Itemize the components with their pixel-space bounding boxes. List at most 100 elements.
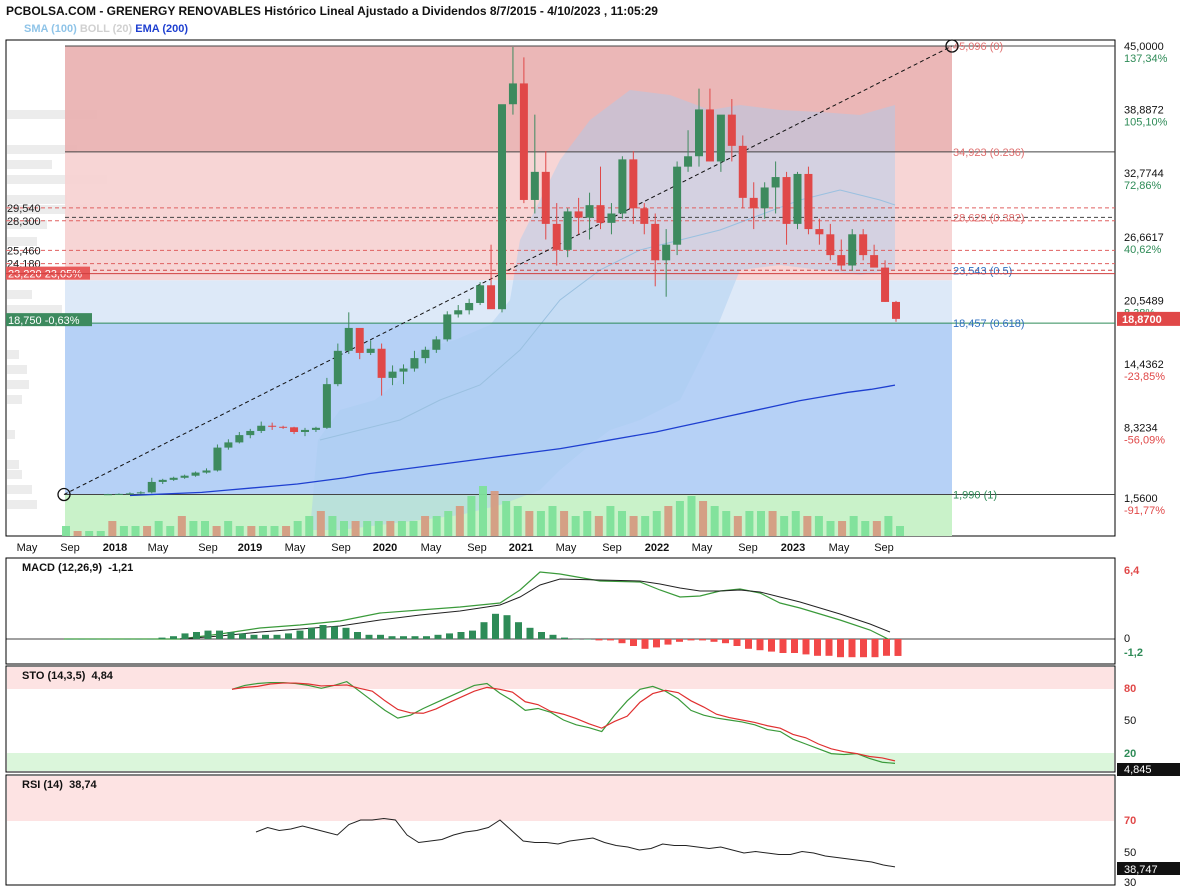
volume-bar — [363, 521, 372, 536]
macd-histogram-bar — [158, 637, 166, 639]
bollinger-band — [310, 90, 895, 530]
candle-body — [377, 348, 386, 378]
candle-body — [618, 159, 627, 214]
volume-bar — [838, 521, 847, 536]
macd-histogram-bar — [331, 626, 338, 639]
volume-bar — [166, 526, 175, 536]
candle-body — [793, 173, 802, 224]
volume-bar — [432, 516, 441, 536]
candle-body — [651, 223, 660, 261]
x-axis-label: 2022 — [645, 542, 669, 554]
sma-line — [319, 189, 896, 441]
candle-body — [432, 339, 441, 350]
volume-bar — [328, 516, 337, 536]
candle-body — [552, 223, 561, 250]
rsi-current-badge — [1117, 862, 1180, 875]
volume-bar — [177, 516, 186, 536]
candle-body — [881, 267, 890, 302]
candle-body — [158, 479, 167, 482]
level-label: 28,300 — [7, 216, 41, 228]
x-axis-label: May — [556, 542, 577, 554]
volume-bar — [143, 526, 152, 536]
macd-histogram-bar — [549, 634, 557, 639]
sma-legend[interactable]: SMA (100) — [24, 23, 77, 35]
volume-profile-bar — [7, 485, 32, 494]
macd-histogram-bar — [423, 636, 430, 639]
macd-histogram-bar — [526, 627, 534, 639]
candle-body — [541, 171, 550, 224]
volume-profile-bar — [7, 237, 37, 246]
candle-body — [629, 159, 638, 209]
level-label: 25,460 — [7, 245, 41, 257]
fib-label: 1,990 (1) — [953, 490, 997, 502]
volume-bar — [96, 531, 105, 536]
macd-histogram-bar — [262, 634, 269, 639]
volume-profile-bar — [7, 430, 15, 439]
x-axis-label: May — [148, 542, 169, 554]
candle-body — [136, 492, 145, 494]
candle-body — [848, 234, 857, 266]
fib-label: 45,096 (0) — [953, 41, 1003, 53]
volume-bar — [814, 516, 823, 536]
macd-histogram-bar — [595, 639, 603, 641]
macd-histogram-bar — [411, 636, 419, 639]
macd-histogram-bar — [871, 639, 879, 658]
volume-bar — [421, 516, 430, 536]
volume-profile-bar — [7, 350, 19, 359]
x-axis-label: 2019 — [238, 542, 262, 554]
macd-histogram-bar — [883, 639, 890, 656]
macd-histogram-bar — [400, 636, 407, 639]
volume-bar — [768, 511, 777, 536]
macd-histogram-bar — [756, 639, 764, 651]
volume-bar — [258, 526, 267, 536]
candle-body — [771, 177, 780, 188]
macd-histogram-bar — [664, 639, 672, 645]
macd-histogram-bar — [239, 633, 246, 639]
fib-label: 34,923 (0.236) — [953, 147, 1025, 159]
volume-bar — [455, 506, 464, 536]
candle-body — [596, 205, 605, 223]
boll-legend[interactable]: BOLL (20) — [79, 23, 133, 35]
volume-bar — [340, 521, 348, 536]
candle-body — [454, 310, 463, 315]
volume-bar — [374, 521, 383, 536]
macd-histogram-bar — [710, 639, 718, 642]
price-tick: 38,8872 — [1124, 105, 1164, 117]
volume-bar — [849, 516, 858, 536]
candle-body — [399, 368, 408, 372]
macd-histogram-bar — [204, 630, 212, 639]
macd-histogram-bar — [308, 627, 315, 639]
sto-tick: 80 — [1124, 683, 1136, 695]
price-tick: 26,6617 — [1124, 232, 1164, 244]
macd-histogram-bar — [687, 639, 695, 641]
candle-body — [870, 255, 879, 268]
volume-bar — [757, 511, 765, 536]
volume-profile-bar — [7, 305, 62, 314]
volume-bar — [85, 531, 94, 536]
ema-legend[interactable]: EMA (200) — [135, 23, 189, 35]
candle-body — [508, 83, 517, 105]
candle-body — [892, 301, 900, 319]
volume-bar — [525, 511, 534, 536]
volume-bar — [212, 526, 221, 536]
x-axis-label: Sep — [874, 542, 894, 554]
fib-label: 28,629 (0.382) — [953, 212, 1025, 224]
macd-histogram-bar — [112, 639, 120, 640]
macd-histogram-bar — [492, 613, 499, 639]
macd-label: MACD (12,26,9) -1,21 — [22, 562, 134, 574]
macd-histogram-bar — [814, 639, 821, 656]
chart-title: PCBOLSA.COM - GRENERGY RENOVABLES Histór… — [6, 4, 658, 18]
macd-histogram-bar — [457, 632, 465, 639]
candle-body — [180, 475, 189, 478]
volume-bar — [652, 511, 661, 536]
fib-label: 18,457 (0.618) — [953, 318, 1025, 330]
fib-zone-0-236 — [65, 46, 952, 152]
volume-profile-bar — [7, 500, 37, 509]
macd-histogram-bar — [124, 639, 131, 640]
volume-bar — [224, 521, 233, 536]
sto-d-line — [231, 682, 896, 762]
sto-tick: 20 — [1124, 748, 1136, 760]
candle-body — [301, 429, 309, 432]
candle-body — [443, 314, 452, 340]
candle-body — [125, 493, 134, 495]
